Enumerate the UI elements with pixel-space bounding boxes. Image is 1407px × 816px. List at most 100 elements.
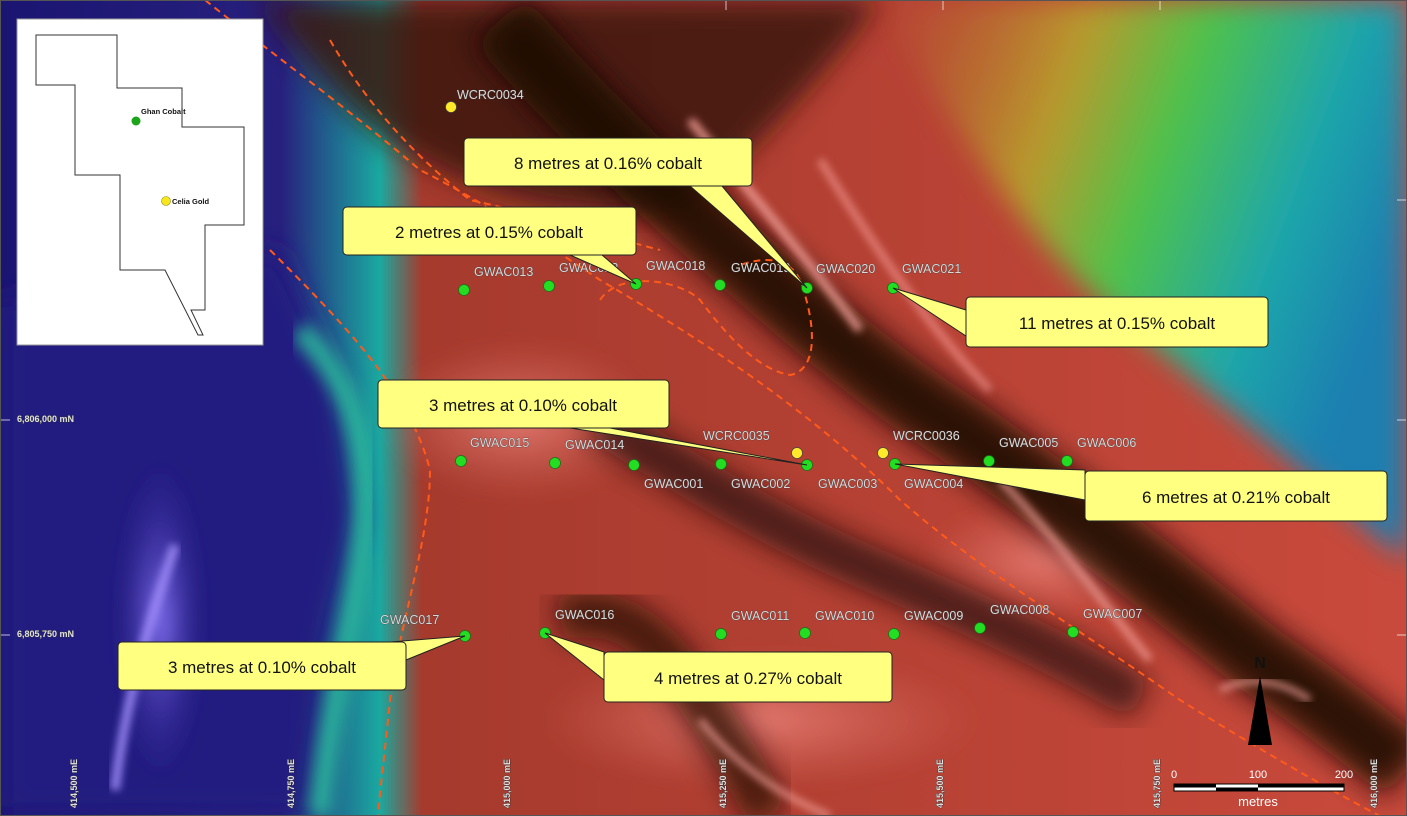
structure-line bbox=[269, 249, 432, 816]
easting-label: 414,500 mE bbox=[69, 759, 79, 808]
drillhole[interactable]: GWAC019 bbox=[714, 261, 791, 291]
hole-label: GWAC017 bbox=[380, 613, 439, 627]
drillhole[interactable]: WCRC0034 bbox=[445, 88, 524, 113]
drillhole[interactable]: GWAC006 bbox=[1061, 436, 1137, 467]
hole-label: GWAC008 bbox=[990, 603, 1049, 617]
drillhole[interactable]: GWAC008 bbox=[974, 603, 1050, 634]
easting-label: 414,750 mE bbox=[286, 759, 296, 808]
callout-text: 3 metres at 0.10% cobalt bbox=[429, 396, 617, 415]
drillhole[interactable]: WCRC0035 bbox=[703, 429, 803, 459]
intercept-callouts: 8 metres at 0.16% cobalt 2 metres at 0.1… bbox=[117, 137, 1388, 703]
drillhole[interactable]: GWAC015 bbox=[455, 436, 530, 467]
ac-hole-marker bbox=[799, 627, 811, 639]
callout[interactable]: 3 metres at 0.10% cobalt bbox=[377, 379, 808, 466]
callout-box bbox=[463, 137, 753, 187]
ac-hole-marker bbox=[983, 455, 995, 467]
callout-text: 3 metres at 0.10% cobalt bbox=[168, 658, 356, 677]
callout-box bbox=[965, 296, 1269, 348]
north-arrow-icon bbox=[1248, 676, 1272, 745]
ac-hole-marker bbox=[458, 284, 470, 296]
ac-hole-marker bbox=[543, 280, 555, 292]
drillhole[interactable]: GWAC010 bbox=[799, 609, 875, 639]
drillhole[interactable]: GWAC013 bbox=[458, 265, 534, 296]
north-arrow-letter: N bbox=[1254, 655, 1266, 672]
ac-hole-marker bbox=[714, 279, 726, 291]
hole-label: GWAC006 bbox=[1077, 436, 1136, 450]
hole-label: GWAC001 bbox=[644, 477, 703, 491]
tenement-outline bbox=[35, 34, 245, 336]
easting-label: 415,250 mE bbox=[718, 759, 728, 808]
hole-label: GWAC007 bbox=[1083, 607, 1142, 621]
hole-label: GWAC014 bbox=[565, 438, 624, 452]
structure-line bbox=[204, 0, 1381, 816]
hole-label: GWAC020 bbox=[816, 262, 875, 276]
drillhole[interactable]: GWAC001 bbox=[628, 459, 704, 492]
rc-hole-marker bbox=[877, 447, 889, 459]
callout[interactable]: 8 metres at 0.16% cobalt bbox=[463, 137, 808, 289]
hole-label: GWAC019 bbox=[731, 261, 790, 275]
callout-text: 6 metres at 0.21% cobalt bbox=[1142, 488, 1330, 507]
hole-label: GWAC016 bbox=[555, 608, 614, 622]
hole-label: GWAC002 bbox=[731, 477, 790, 491]
drillhole[interactable]: WCRC0036 bbox=[877, 429, 960, 459]
callout[interactable]: 6 metres at 0.21% cobalt bbox=[894, 463, 1388, 522]
hole-label: WCRC0036 bbox=[893, 429, 960, 443]
easting-label: 415,500 mE bbox=[935, 759, 945, 808]
ac-hole-marker bbox=[715, 628, 727, 640]
structure-line bbox=[599, 259, 813, 377]
ac-hole-marker bbox=[974, 622, 986, 634]
hole-label: GWAC009 bbox=[904, 609, 963, 623]
callout[interactable]: 4 metres at 0.27% cobalt bbox=[544, 632, 893, 703]
drillhole[interactable]: GWAC003 bbox=[801, 459, 878, 492]
deposit-label: Ghan Cobalt bbox=[141, 107, 186, 116]
drillhole[interactable]: GWAC014 bbox=[549, 438, 625, 469]
drillhole[interactable]: GWAC002 bbox=[715, 458, 791, 492]
drillhole[interactable]: GWAC007 bbox=[1067, 607, 1143, 638]
drillhole[interactable]: GWAC005 bbox=[983, 436, 1059, 467]
callout-box bbox=[342, 206, 637, 256]
scale-tick-label: 100 bbox=[1249, 769, 1267, 781]
easting-label: 415,750 mE bbox=[1152, 759, 1162, 808]
scale-bar: 0 100 200 metres bbox=[1171, 769, 1353, 809]
drillhole[interactable]: GWAC021 bbox=[887, 262, 962, 294]
location-inset: Ghan Cobalt Celia Gold bbox=[16, 18, 264, 346]
drillhole[interactable]: GWAC004 bbox=[889, 458, 964, 492]
callout-box bbox=[377, 379, 670, 429]
drillhole[interactable]: GWAC020 bbox=[801, 262, 876, 294]
callout-text: 2 metres at 0.15% cobalt bbox=[395, 223, 583, 242]
hole-label: GWAC003 bbox=[818, 477, 877, 491]
scale-tick-label: 0 bbox=[1171, 769, 1177, 781]
hole-label: WCRC0035 bbox=[703, 429, 770, 443]
north-arrow: N bbox=[1248, 655, 1272, 745]
callout[interactable]: 11 metres at 0.15% cobalt bbox=[892, 287, 1269, 348]
rc-hole-marker bbox=[445, 101, 457, 113]
northing-label: 6,806,000 mN bbox=[17, 414, 74, 424]
scale-tick-label: 200 bbox=[1335, 769, 1353, 781]
hole-label: WCRC0034 bbox=[457, 88, 524, 102]
callout-text: 11 metres at 0.15% cobalt bbox=[1019, 314, 1216, 333]
ac-hole-marker bbox=[549, 457, 561, 469]
rc-hole-marker bbox=[791, 447, 803, 459]
drillhole[interactable]: GWAC017 bbox=[380, 613, 471, 642]
drillhole[interactable]: GWAC009 bbox=[888, 609, 964, 640]
drillholes: WCRC0034 GWAC013 GWAC012 GWAC018 GWAC019… bbox=[380, 88, 1143, 642]
deposit-marker bbox=[161, 196, 171, 206]
hole-label: GWAC004 bbox=[904, 477, 963, 491]
callout-box bbox=[117, 641, 407, 691]
drillhole[interactable]: GWAC011 bbox=[715, 609, 790, 640]
ac-hole-marker bbox=[715, 458, 727, 470]
callout[interactable]: 2 metres at 0.15% cobalt bbox=[342, 206, 637, 285]
hole-label: GWAC021 bbox=[902, 262, 961, 276]
hole-label: GWAC018 bbox=[646, 259, 705, 273]
ac-hole-marker bbox=[888, 628, 900, 640]
hole-label: GWAC013 bbox=[474, 265, 533, 279]
callout-box bbox=[1084, 470, 1388, 522]
hole-label: GWAC015 bbox=[470, 436, 529, 450]
easting-label: 416,000 mE bbox=[1369, 759, 1379, 808]
callout[interactable]: 3 metres at 0.10% cobalt bbox=[117, 635, 466, 691]
northing-label: 6,805,750 mN bbox=[17, 629, 74, 639]
callout-box bbox=[603, 651, 893, 703]
deposit-marker bbox=[131, 116, 141, 126]
